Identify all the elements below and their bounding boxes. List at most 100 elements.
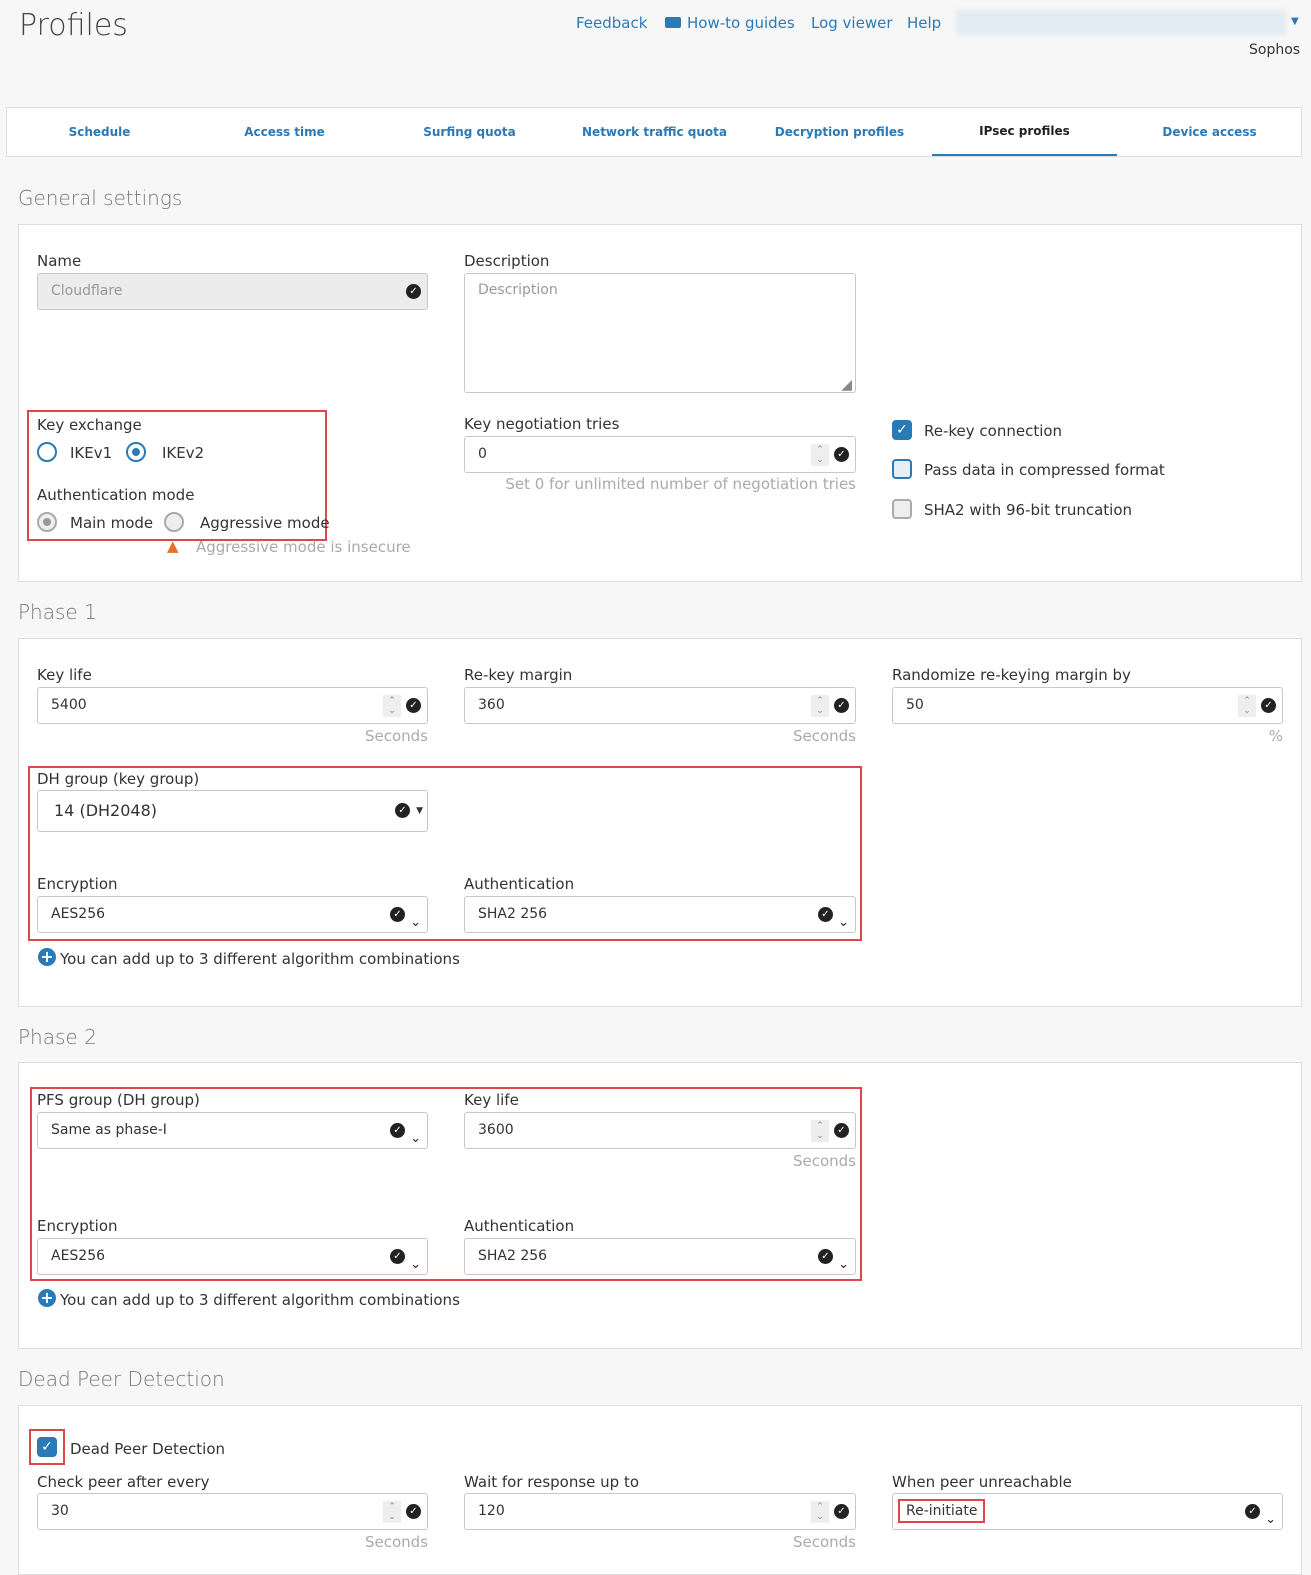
name-input[interactable]: Cloudflare ✓ (37, 273, 428, 310)
tab-network-traffic-quota[interactable]: Network traffic quota (582, 125, 727, 139)
spinner-icon[interactable]: ⌃ ⌄ (811, 1120, 829, 1142)
p1-keylife-unit: Seconds (364, 727, 428, 745)
dh-group-value: 14 (DH2048) (54, 801, 157, 820)
resize-handle-icon[interactable]: ◢ (841, 377, 852, 393)
p2-keylife-label: Key life (464, 1091, 519, 1109)
unreachable-label: When peer unreachable (892, 1473, 1072, 1491)
check-circle-icon: ✓ (390, 1123, 405, 1138)
p1-auth-select[interactable]: SHA2 256 ✓ ⌄ (464, 896, 856, 933)
p2-enc-select[interactable]: AES256 ✓ ⌄ (37, 1238, 428, 1275)
section-phase2-title: Phase 2 (18, 1025, 97, 1049)
p2-auth-select[interactable]: SHA2 256 ✓ ⌄ (464, 1238, 856, 1275)
main-mode-radio[interactable] (37, 512, 57, 532)
description-label: Description (464, 252, 550, 270)
phase2-panel (18, 1062, 1302, 1349)
spinner-icon[interactable]: ⌃ ⌄ (383, 695, 401, 717)
check-circle-icon: ✓ (406, 284, 421, 299)
chevron-down-icon: ⌄ (410, 1131, 421, 1146)
highlight-box (29, 1429, 65, 1465)
spinner-icon[interactable]: ⌃ ⌄ (1238, 695, 1256, 717)
description-textarea[interactable]: Description ◢ (464, 273, 856, 393)
dpd-checkbox[interactable]: ✓ (37, 1437, 57, 1457)
ikev1-label: IKEv1 (70, 444, 113, 462)
p2-keylife-input[interactable]: 3600 ⌃ ⌄ ✓ (464, 1112, 856, 1149)
user-menu-redacted[interactable] (956, 10, 1286, 35)
p1-enc-label: Encryption (37, 875, 118, 893)
spinner-icon[interactable]: ⌃ ⌄ (811, 695, 829, 717)
rekey-label: Re-key connection (924, 422, 1063, 440)
dpd-panel (18, 1405, 1302, 1575)
p2-enc-label: Encryption (37, 1217, 118, 1235)
check-circle-icon: ✓ (390, 907, 405, 922)
p2-auth-value: SHA2 256 (478, 1248, 548, 1264)
tab-decryption-profiles[interactable]: Decryption profiles (774, 125, 905, 139)
p1-keylife-input[interactable]: 5400 ⌃ ⌄ ✓ (37, 687, 428, 724)
compress-checkbox[interactable] (892, 459, 912, 479)
plus-circle-icon[interactable]: + (38, 1289, 56, 1307)
unreachable-value: Re-initiate (898, 1499, 986, 1523)
p1-margin-input[interactable]: 360 ⌃ ⌄ ✓ (464, 687, 856, 724)
name-label: Name (37, 252, 82, 270)
tab-schedule[interactable]: Schedule (68, 125, 131, 139)
tab-bar: Schedule Access time Surfing quota Netwo… (6, 107, 1302, 157)
p1-add-combination-link[interactable]: You can add up to 3 different algorithm … (60, 950, 460, 968)
tab-device-access[interactable]: Device access (1162, 125, 1257, 139)
tab-surfing-quota[interactable]: Surfing quota (423, 125, 516, 139)
section-general-title: General settings (18, 186, 183, 210)
auth-mode-label: Authentication mode (37, 486, 195, 504)
check-circle-icon: ✓ (834, 1504, 849, 1519)
help-link[interactable]: Help (907, 14, 942, 32)
sha2-truncation-checkbox[interactable] (892, 499, 912, 519)
plus-circle-icon[interactable]: + (38, 948, 56, 966)
p1-random-input[interactable]: 50 ⌃ ⌄ ✓ (892, 687, 1283, 724)
p1-keylife-value: 5400 (51, 697, 87, 713)
compress-label: Pass data in compressed format (924, 461, 1165, 479)
tab-access-time[interactable]: Access time (244, 125, 325, 139)
check-circle-icon: ✓ (406, 698, 421, 713)
p1-random-value: 50 (906, 697, 924, 713)
ikev1-radio[interactable] (37, 442, 57, 462)
feedback-link[interactable]: Feedback (576, 14, 648, 32)
highlight-box (27, 410, 327, 541)
dh-group-select[interactable]: 14 (DH2048) ✓ ▼ (37, 790, 428, 832)
caret-down-icon: ▼ (416, 806, 423, 816)
check-circle-icon: ✓ (834, 698, 849, 713)
check-circle-icon: ✓ (395, 803, 410, 818)
p1-auth-label: Authentication (464, 875, 575, 893)
wait-unit: Seconds (792, 1533, 856, 1551)
description-placeholder: Description (478, 282, 558, 298)
rekey-checkbox[interactable]: ✓ (892, 420, 912, 440)
caret-down-icon[interactable]: ▼ (1291, 16, 1299, 27)
ikev2-radio[interactable] (126, 442, 146, 462)
check-peer-input[interactable]: 30 ⌃ ⌄ ✓ (37, 1493, 428, 1530)
wait-input[interactable]: 120 ⌃ ⌄ ✓ (464, 1493, 856, 1530)
pfs-select[interactable]: Same as phase-I ✓ ⌄ (37, 1112, 428, 1149)
aggressive-mode-label: Aggressive mode (200, 514, 330, 532)
log-viewer-link[interactable]: Log viewer (811, 14, 893, 32)
unreachable-select[interactable]: Re-initiate ✓ ⌄ (892, 1493, 1283, 1530)
how-to-guides-link[interactable]: How-to guides (687, 14, 795, 32)
check-circle-icon: ✓ (818, 1249, 833, 1264)
aggressive-mode-radio[interactable] (164, 512, 184, 532)
key-exchange-label: Key exchange (37, 416, 142, 434)
p2-add-combination-link[interactable]: You can add up to 3 different algorithm … (60, 1291, 460, 1309)
chevron-down-icon: ⌄ (838, 1257, 849, 1272)
tries-input[interactable]: 0 ⌃ ⌄ ✓ (464, 436, 856, 473)
chevron-down-icon: ⌄ (838, 915, 849, 930)
p1-enc-select[interactable]: AES256 ✓ ⌄ (37, 896, 428, 933)
tab-ipsec-profiles[interactable]: IPsec profiles (932, 108, 1117, 156)
p2-enc-value: AES256 (51, 1248, 106, 1264)
p1-enc-value: AES256 (51, 906, 106, 922)
spinner-icon[interactable]: ⌃ ⌄ (811, 1501, 829, 1523)
main-mode-label: Main mode (70, 514, 154, 532)
spinner-icon[interactable]: ⌃ ⌄ (811, 444, 829, 466)
check-circle-icon: ✓ (1261, 698, 1276, 713)
warning-icon: ▲ (167, 537, 179, 555)
video-icon (665, 17, 681, 28)
p1-auth-value: SHA2 256 (478, 906, 548, 922)
spinner-icon[interactable]: ⌃ ⌄ (383, 1501, 401, 1523)
user-org: Sophos (1249, 42, 1301, 58)
dpd-checkbox-label: Dead Peer Detection (70, 1440, 226, 1458)
p2-auth-label: Authentication (464, 1217, 575, 1235)
name-value: Cloudflare (51, 283, 123, 299)
